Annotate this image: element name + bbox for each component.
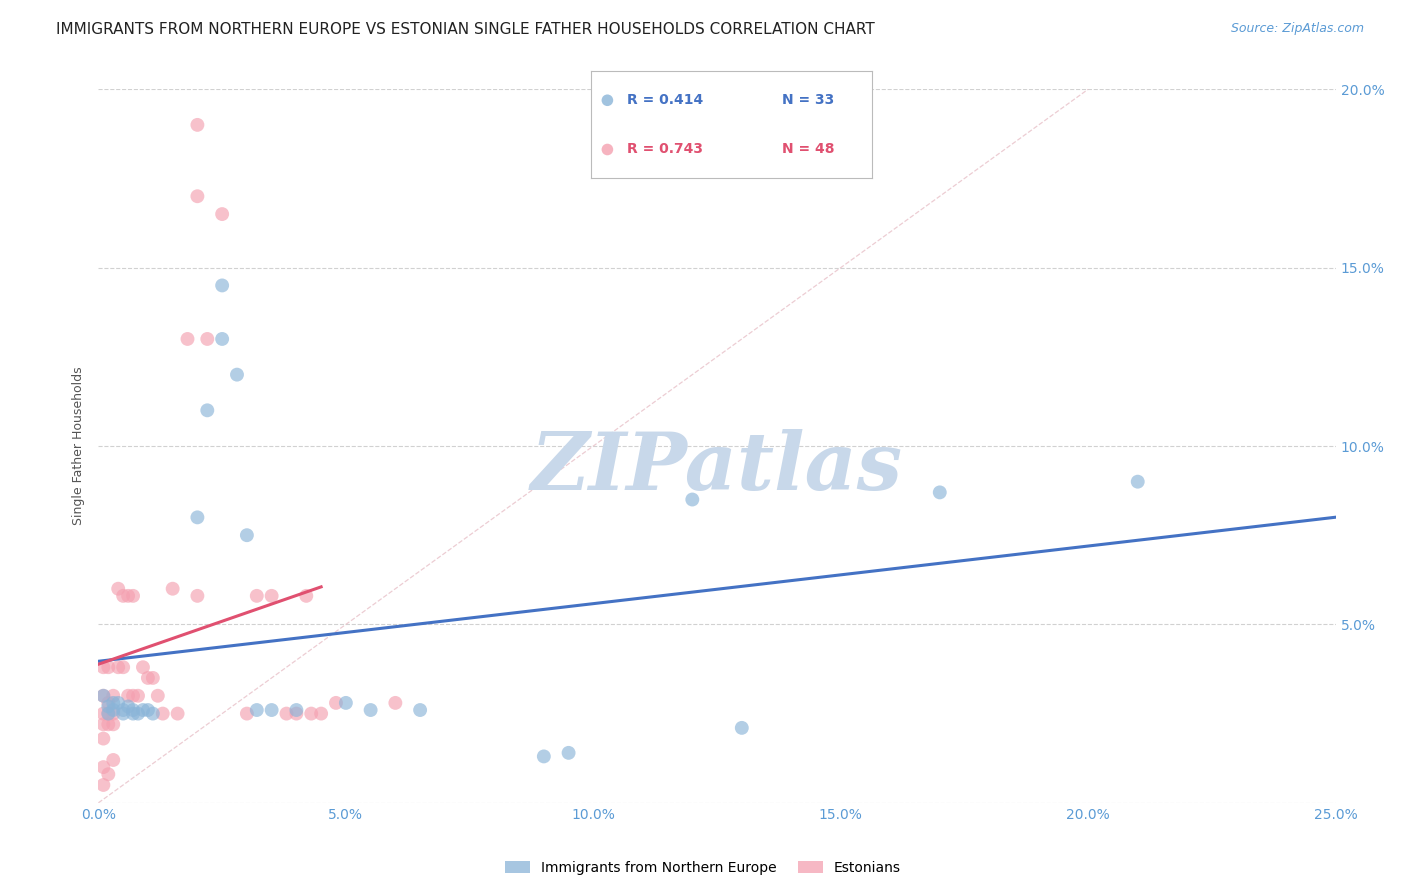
Point [335, 696, 357, 710]
Point [176, 332, 198, 346]
Point [136, 671, 159, 685]
Point [97, 706, 120, 721]
Point [142, 706, 165, 721]
Point [360, 703, 382, 717]
Text: R = 0.414: R = 0.414 [627, 94, 703, 107]
Point [146, 689, 169, 703]
Text: IMMIGRANTS FROM NORTHERN EUROPE VS ESTONIAN SINGLE FATHER HOUSEHOLDS CORRELATION: IMMIGRANTS FROM NORTHERN EUROPE VS ESTON… [56, 22, 875, 37]
Point [186, 589, 208, 603]
Point [295, 589, 318, 603]
Point [195, 403, 218, 417]
Point [596, 93, 619, 107]
Point [409, 703, 432, 717]
Point [533, 749, 555, 764]
Point [186, 510, 208, 524]
Point [211, 278, 233, 293]
Point [1126, 475, 1149, 489]
Point [122, 689, 145, 703]
Point [226, 368, 249, 382]
Point [127, 706, 149, 721]
Point [384, 696, 406, 710]
Point [112, 660, 135, 674]
Point [93, 760, 115, 774]
Point [107, 660, 129, 674]
Point [325, 696, 347, 710]
Y-axis label: Single Father Households: Single Father Households [72, 367, 86, 525]
Point [246, 589, 269, 603]
Point [557, 746, 579, 760]
Text: Source: ZipAtlas.com: Source: ZipAtlas.com [1230, 22, 1364, 36]
Point [97, 767, 120, 781]
Point [276, 706, 298, 721]
Point [103, 753, 125, 767]
Point [299, 706, 322, 721]
Point [211, 207, 233, 221]
Point [132, 703, 155, 717]
Point [117, 689, 139, 703]
Text: N = 48: N = 48 [782, 143, 834, 156]
Point [731, 721, 754, 735]
Point [93, 731, 115, 746]
Point [93, 689, 115, 703]
Point [103, 717, 125, 731]
Point [97, 717, 120, 731]
Point [112, 703, 135, 717]
Point [681, 492, 703, 507]
Point [260, 589, 283, 603]
Point [285, 703, 308, 717]
Point [97, 696, 120, 710]
Point [107, 582, 129, 596]
Legend: Immigrants from Northern Europe, Estonians: Immigrants from Northern Europe, Estonia… [499, 855, 907, 880]
Point [112, 706, 135, 721]
Point [195, 332, 218, 346]
Text: N = 33: N = 33 [782, 94, 834, 107]
Point [93, 689, 115, 703]
Text: R = 0.743: R = 0.743 [627, 143, 703, 156]
Point [93, 778, 115, 792]
Point [260, 703, 283, 717]
Point [596, 143, 619, 157]
Point [122, 703, 145, 717]
Point [142, 671, 165, 685]
Point [97, 660, 120, 674]
Point [285, 706, 308, 721]
Point [103, 696, 125, 710]
Point [162, 582, 184, 596]
Point [166, 706, 188, 721]
Point [122, 706, 145, 721]
Point [107, 696, 129, 710]
Point [136, 703, 159, 717]
Point [97, 699, 120, 714]
Point [93, 706, 115, 721]
Point [309, 706, 332, 721]
Point [186, 118, 208, 132]
Point [122, 589, 145, 603]
Point [97, 706, 120, 721]
Point [103, 706, 125, 721]
Point [93, 660, 115, 674]
Point [236, 706, 259, 721]
Point [127, 689, 149, 703]
Point [93, 717, 115, 731]
Point [112, 589, 135, 603]
Point [132, 660, 155, 674]
Text: ZIPatlas: ZIPatlas [531, 429, 903, 506]
Point [103, 703, 125, 717]
Point [117, 589, 139, 603]
Point [246, 703, 269, 717]
Point [186, 189, 208, 203]
Point [211, 332, 233, 346]
Point [152, 706, 174, 721]
Point [928, 485, 950, 500]
Point [103, 689, 125, 703]
Point [236, 528, 259, 542]
Point [117, 699, 139, 714]
